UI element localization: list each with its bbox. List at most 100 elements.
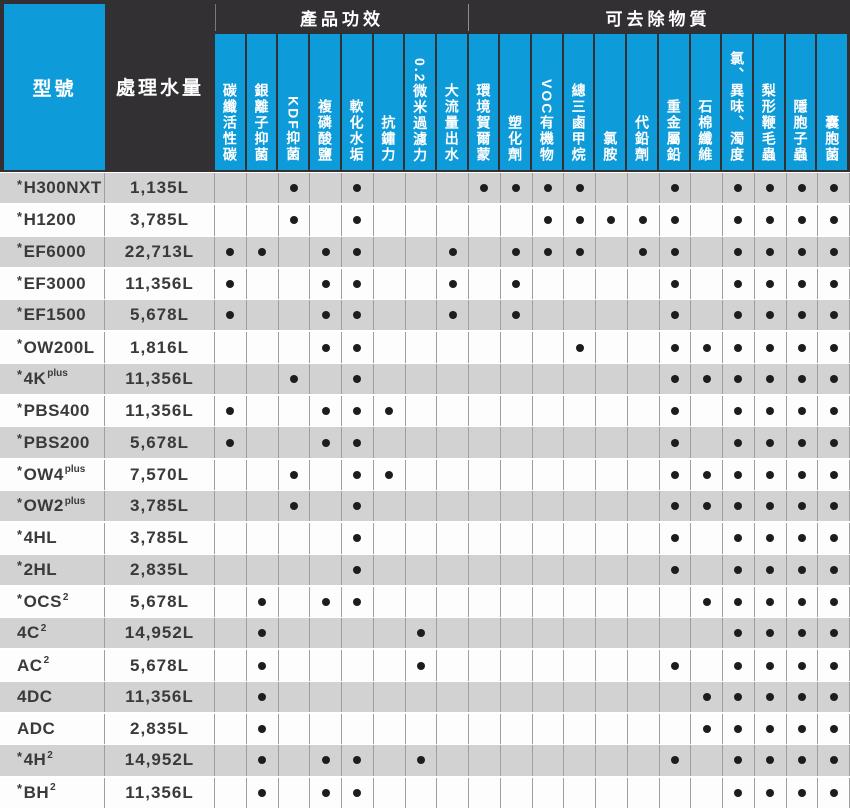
dot-marker bbox=[321, 343, 330, 352]
dot-marker bbox=[734, 247, 743, 256]
dot-marker bbox=[797, 438, 806, 447]
asterisk-mark: * bbox=[17, 208, 23, 224]
feature-cell bbox=[628, 618, 660, 649]
dot-marker bbox=[258, 692, 267, 701]
model-name: EF6000 bbox=[23, 241, 87, 261]
feature-cell bbox=[279, 427, 311, 458]
dot-marker bbox=[416, 756, 425, 765]
column-header-label: 重金屬鉛 bbox=[665, 99, 682, 163]
feature-cell bbox=[755, 396, 787, 427]
feature-cell bbox=[818, 363, 850, 395]
dot-marker bbox=[734, 725, 743, 734]
feature-cell bbox=[660, 396, 692, 427]
model-name: H300NXT bbox=[23, 178, 102, 198]
table-row: * H1200 3,785L bbox=[0, 205, 850, 236]
feature-cell bbox=[310, 300, 342, 331]
dot-marker bbox=[702, 725, 711, 734]
feature-cell bbox=[818, 681, 850, 713]
feature-cell bbox=[596, 586, 628, 618]
feature-cell bbox=[469, 332, 501, 363]
feature-cell bbox=[787, 523, 819, 554]
feature-cell bbox=[596, 268, 628, 300]
feature-cell bbox=[628, 681, 660, 713]
volume-cell: 11,356L bbox=[105, 396, 215, 427]
dot-marker bbox=[353, 502, 362, 511]
feature-cell bbox=[247, 300, 279, 331]
feature-cell bbox=[787, 173, 819, 204]
feature-cell bbox=[279, 586, 311, 618]
feature-cell bbox=[406, 332, 438, 363]
dot-marker bbox=[766, 661, 775, 670]
feature-cell bbox=[628, 714, 660, 745]
table-row: * PBS200 5,678L bbox=[0, 426, 850, 460]
feature-cell bbox=[660, 427, 692, 458]
dot-marker bbox=[321, 280, 330, 289]
feature-cell bbox=[660, 745, 692, 776]
feature-cell bbox=[374, 586, 406, 618]
table-row: * OW2 plus 3,785L bbox=[0, 489, 850, 524]
dot-marker bbox=[797, 343, 806, 352]
dot-marker bbox=[829, 311, 838, 320]
feature-cell bbox=[374, 681, 406, 713]
dot-marker bbox=[829, 247, 838, 256]
feature-cell bbox=[437, 618, 469, 649]
group-header-row: 產品功效 可去除物質 bbox=[215, 4, 847, 31]
feature-cell bbox=[564, 173, 596, 204]
feature-cell bbox=[247, 173, 279, 204]
dot-marker bbox=[353, 280, 362, 289]
feature-cell bbox=[755, 268, 787, 300]
feature-cell bbox=[755, 427, 787, 458]
feature-cell bbox=[437, 427, 469, 458]
feature-cell bbox=[533, 332, 565, 363]
dot-marker bbox=[353, 184, 362, 193]
dot-marker bbox=[258, 247, 267, 256]
model-superscript: 2 bbox=[50, 782, 56, 794]
column-header-label: KDF抑菌 bbox=[285, 96, 302, 163]
feature-cell bbox=[533, 777, 565, 808]
dot-marker bbox=[416, 629, 425, 638]
group-header-product-efficacy: 產品功效 bbox=[215, 4, 469, 31]
dot-marker bbox=[829, 629, 838, 638]
model-header-label: 型號 bbox=[4, 4, 105, 170]
dot-marker bbox=[797, 311, 806, 320]
feature-cell bbox=[723, 523, 755, 554]
model-cell: * 4HL bbox=[0, 523, 105, 554]
feature-cell bbox=[279, 618, 311, 649]
dot-marker bbox=[734, 184, 743, 193]
dot-marker bbox=[766, 598, 775, 606]
asterisk-mark: * bbox=[17, 272, 23, 288]
dot-marker bbox=[829, 725, 838, 734]
feature-cell bbox=[691, 681, 723, 713]
feature-cell bbox=[437, 396, 469, 427]
feature-cell bbox=[374, 650, 406, 681]
feature-cell bbox=[247, 618, 279, 649]
feature-cell bbox=[437, 236, 469, 267]
feature-cell bbox=[660, 618, 692, 649]
column-header-label: 環境賀爾蒙 bbox=[475, 83, 492, 163]
feature-cell bbox=[564, 523, 596, 554]
dot-marker bbox=[734, 661, 743, 670]
volume-cell: 11,356L bbox=[105, 363, 215, 395]
feature-cell bbox=[406, 396, 438, 427]
feature-cell bbox=[755, 236, 787, 267]
dot-marker bbox=[734, 311, 743, 320]
dot-marker bbox=[289, 184, 298, 193]
dot-marker bbox=[448, 280, 457, 289]
dot-marker bbox=[639, 247, 648, 256]
feature-cell bbox=[723, 332, 755, 363]
dot-marker bbox=[258, 725, 267, 734]
feature-cell bbox=[247, 396, 279, 427]
feature-cell bbox=[691, 427, 723, 458]
feature-cell bbox=[437, 745, 469, 776]
feature-cell bbox=[247, 459, 279, 490]
dot-marker bbox=[639, 216, 648, 225]
feature-cell bbox=[564, 650, 596, 681]
feature-cell bbox=[279, 363, 311, 395]
feature-cell bbox=[596, 300, 628, 331]
feature-cell bbox=[533, 586, 565, 618]
feature-cell bbox=[533, 236, 565, 267]
column-header-label: 囊胞菌 bbox=[824, 115, 841, 163]
feature-cell bbox=[564, 618, 596, 649]
feature-cell bbox=[215, 586, 247, 618]
feature-cell bbox=[374, 777, 406, 808]
